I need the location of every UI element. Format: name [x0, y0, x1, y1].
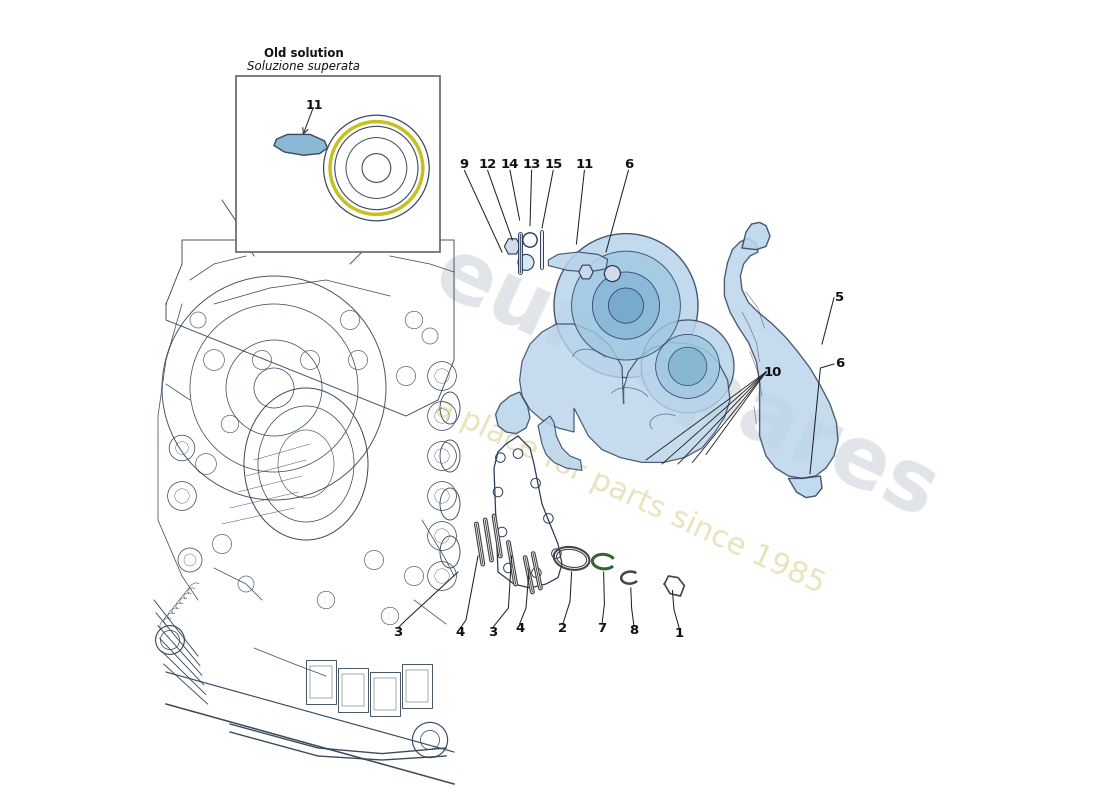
Text: 15: 15 — [544, 158, 562, 170]
Bar — [374, 678, 396, 710]
Text: 10: 10 — [763, 366, 782, 378]
Text: Old solution: Old solution — [264, 47, 343, 60]
Text: 3: 3 — [487, 626, 497, 638]
Text: a place for parts since 1985: a place for parts since 1985 — [430, 393, 829, 599]
Text: 1: 1 — [675, 627, 684, 640]
Circle shape — [593, 272, 660, 339]
Bar — [370, 672, 400, 716]
Text: 2: 2 — [558, 622, 568, 634]
Bar — [406, 670, 428, 702]
Text: 12: 12 — [478, 158, 497, 170]
Text: eurospares: eurospares — [421, 231, 950, 537]
Text: 13: 13 — [522, 158, 541, 170]
Polygon shape — [505, 238, 520, 254]
Circle shape — [669, 347, 707, 386]
Circle shape — [604, 266, 620, 282]
Bar — [306, 660, 337, 704]
Polygon shape — [549, 252, 607, 272]
Polygon shape — [274, 134, 328, 155]
Text: 6: 6 — [624, 158, 632, 170]
Text: 9: 9 — [460, 158, 469, 170]
Text: 4: 4 — [455, 626, 465, 638]
Circle shape — [554, 234, 698, 378]
Bar — [342, 674, 364, 706]
Polygon shape — [519, 324, 730, 462]
Bar — [338, 668, 368, 712]
Text: Soluzione superata: Soluzione superata — [248, 60, 360, 73]
Circle shape — [656, 334, 719, 398]
Text: 3: 3 — [394, 626, 403, 638]
Text: 6: 6 — [835, 358, 844, 370]
Circle shape — [518, 254, 534, 270]
Text: 8: 8 — [629, 624, 639, 637]
Bar — [310, 666, 332, 698]
Polygon shape — [496, 392, 530, 434]
Circle shape — [608, 288, 644, 323]
Text: 14: 14 — [500, 158, 519, 170]
Bar — [236, 76, 440, 252]
Polygon shape — [579, 265, 593, 279]
Text: 11: 11 — [575, 158, 594, 170]
Polygon shape — [742, 222, 770, 250]
Polygon shape — [725, 238, 838, 478]
Text: 7: 7 — [597, 622, 606, 634]
Text: 11: 11 — [306, 99, 322, 112]
Circle shape — [572, 251, 681, 360]
Polygon shape — [538, 416, 582, 470]
Text: 4: 4 — [515, 622, 525, 634]
Text: 5: 5 — [835, 291, 844, 304]
Bar — [402, 664, 432, 708]
Circle shape — [641, 320, 734, 413]
Polygon shape — [789, 476, 822, 498]
